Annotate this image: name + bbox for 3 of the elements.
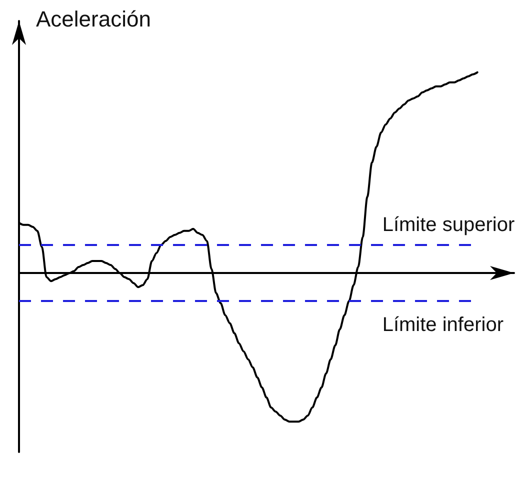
ref-line-label: Límite superior [382, 214, 515, 236]
ref-line-label: Límite inferior [382, 314, 504, 336]
y-axis-title: Aceleración [36, 6, 151, 32]
